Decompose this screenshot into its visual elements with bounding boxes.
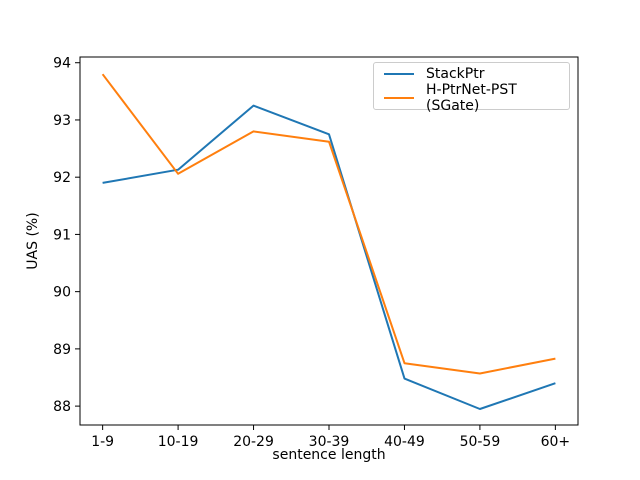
x-tick-label: 60+ <box>541 434 571 450</box>
y-tick-label: 91 <box>53 227 71 243</box>
x-tick-label: 10-19 <box>158 434 199 450</box>
legend-item-stackptr: StackPtr <box>384 66 559 82</box>
x-tick-label: 20-29 <box>233 434 274 450</box>
x-tick-label: 40-49 <box>384 434 425 450</box>
x-tick-label: 30-39 <box>309 434 350 450</box>
x-tick-label: 50-59 <box>460 434 501 450</box>
y-tick-label: 89 <box>53 342 71 358</box>
y-tick-label: 94 <box>53 56 71 72</box>
legend-label: StackPtr <box>426 66 485 82</box>
series-line-stackptr <box>102 104 556 410</box>
legend: StackPtr H-PtrNet-PST (SGate) <box>373 62 570 114</box>
legend-line-swatch <box>384 97 414 99</box>
legend-label: H-PtrNet-PST (SGate) <box>426 82 517 114</box>
x-axis-title: sentence length <box>272 447 386 463</box>
series-line-h-ptrnet-pst-sgate- <box>101 73 556 375</box>
y-tick-label: 92 <box>53 170 71 186</box>
y-axis-title: UAS (%) <box>25 212 41 270</box>
legend-item-hptrnet: H-PtrNet-PST (SGate) <box>384 82 559 114</box>
y-tick-label: 93 <box>53 113 71 129</box>
legend-line-swatch <box>384 73 414 75</box>
y-tick-label: 90 <box>53 285 71 301</box>
x-tick-label: 1-9 <box>91 434 114 450</box>
y-tick-label: 88 <box>53 399 71 415</box>
